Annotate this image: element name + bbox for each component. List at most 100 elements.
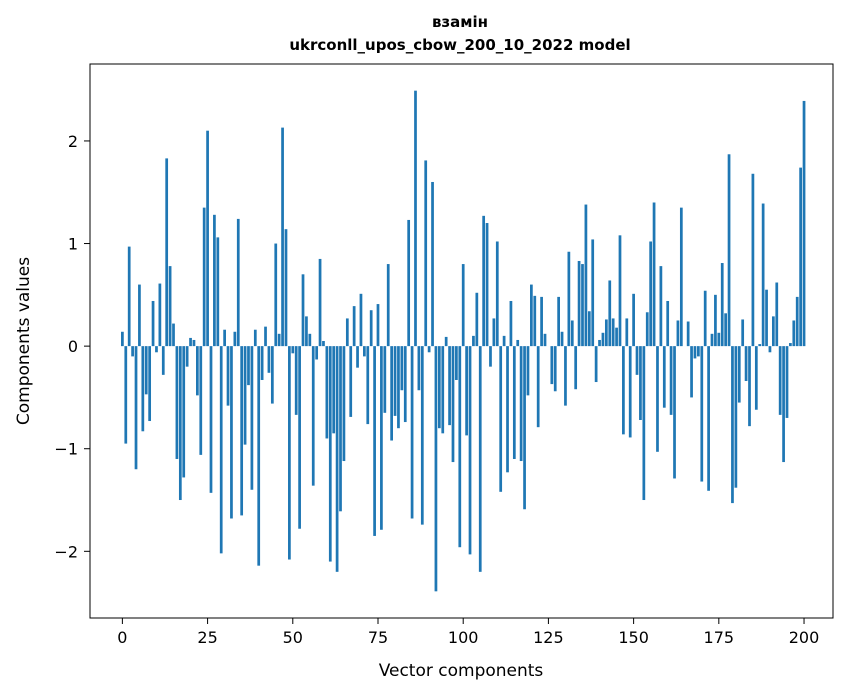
bar bbox=[587, 311, 591, 347]
x-axis-label: Vector components bbox=[379, 661, 544, 681]
bar bbox=[284, 229, 288, 347]
bar bbox=[570, 320, 574, 347]
bar bbox=[420, 346, 424, 525]
bar bbox=[645, 312, 649, 347]
bar bbox=[632, 293, 635, 347]
bar bbox=[127, 246, 131, 347]
bar bbox=[765, 289, 768, 347]
bar bbox=[141, 346, 145, 432]
x-tick-label: 100 bbox=[448, 628, 479, 647]
bar bbox=[703, 290, 707, 347]
bar bbox=[230, 346, 233, 519]
bar bbox=[567, 251, 571, 347]
bar bbox=[662, 346, 666, 408]
bar bbox=[189, 337, 192, 347]
bar bbox=[165, 158, 169, 347]
x-tick-label: 50 bbox=[283, 628, 303, 647]
bar bbox=[151, 300, 155, 347]
bar bbox=[138, 284, 141, 347]
bar bbox=[257, 346, 261, 566]
bar bbox=[591, 239, 595, 347]
bar bbox=[625, 318, 629, 347]
bar bbox=[475, 292, 479, 347]
x-tick-label: 150 bbox=[618, 628, 649, 647]
bar bbox=[315, 346, 319, 360]
bar bbox=[635, 346, 639, 375]
bar bbox=[352, 306, 356, 347]
bar bbox=[751, 173, 755, 347]
bar bbox=[455, 346, 458, 380]
bar bbox=[782, 346, 785, 463]
bar bbox=[758, 344, 762, 347]
bar bbox=[400, 346, 404, 391]
y-axis-ticks: −2 −1 0 1 2 bbox=[54, 132, 90, 561]
bar bbox=[594, 346, 598, 383]
bar bbox=[761, 203, 765, 347]
bar bbox=[540, 296, 543, 347]
bar bbox=[656, 346, 659, 452]
bar bbox=[519, 346, 523, 462]
bar bbox=[598, 339, 601, 347]
bar bbox=[148, 346, 152, 422]
bar bbox=[543, 333, 547, 347]
x-tick-label: 125 bbox=[533, 628, 564, 647]
bar bbox=[802, 100, 806, 347]
x-tick-label: 75 bbox=[368, 628, 388, 647]
bar bbox=[383, 346, 387, 413]
bar bbox=[799, 167, 802, 347]
bar bbox=[710, 333, 714, 347]
bar bbox=[288, 346, 291, 560]
bar bbox=[792, 320, 796, 347]
plot-frame bbox=[89, 63, 834, 619]
chart-title-line-2: ukrconll_upos_cbow_200_10_2022 model bbox=[289, 36, 630, 54]
bar bbox=[611, 318, 615, 347]
bar bbox=[478, 346, 482, 572]
bar bbox=[727, 154, 731, 347]
x-tick-label: 0 bbox=[117, 628, 127, 647]
bar bbox=[185, 346, 189, 367]
bar bbox=[236, 218, 240, 347]
bar bbox=[509, 300, 513, 347]
bar bbox=[789, 343, 792, 347]
bar bbox=[499, 346, 503, 492]
bar bbox=[448, 346, 451, 426]
bar bbox=[274, 243, 278, 347]
bar bbox=[192, 339, 196, 347]
bar bbox=[482, 215, 486, 347]
bar bbox=[369, 310, 373, 347]
bar bbox=[441, 346, 445, 434]
bar bbox=[771, 316, 775, 347]
bar bbox=[397, 346, 400, 429]
bar bbox=[332, 346, 336, 434]
bar bbox=[574, 346, 578, 390]
bar bbox=[373, 346, 376, 536]
bar bbox=[144, 346, 148, 395]
bar bbox=[298, 346, 301, 529]
bar bbox=[615, 327, 618, 347]
bar bbox=[339, 346, 342, 512]
bar bbox=[714, 294, 717, 347]
bar bbox=[669, 346, 673, 415]
bar bbox=[666, 300, 670, 347]
bar bbox=[131, 346, 134, 357]
bar bbox=[311, 346, 315, 486]
bar bbox=[206, 130, 209, 347]
bar bbox=[700, 346, 704, 482]
bar bbox=[686, 321, 690, 347]
bar bbox=[410, 346, 414, 519]
bar bbox=[281, 127, 284, 347]
bar bbox=[516, 339, 520, 347]
bar bbox=[461, 264, 465, 347]
bar bbox=[158, 283, 162, 347]
x-tick-label: 175 bbox=[704, 628, 735, 647]
bar bbox=[380, 346, 383, 530]
bar bbox=[335, 346, 339, 572]
bar bbox=[523, 346, 526, 510]
bar bbox=[267, 346, 271, 373]
bar bbox=[260, 346, 264, 380]
bar bbox=[134, 346, 138, 470]
bar bbox=[526, 346, 530, 396]
bar bbox=[178, 346, 182, 501]
bar bbox=[393, 346, 397, 416]
bar bbox=[608, 280, 612, 347]
